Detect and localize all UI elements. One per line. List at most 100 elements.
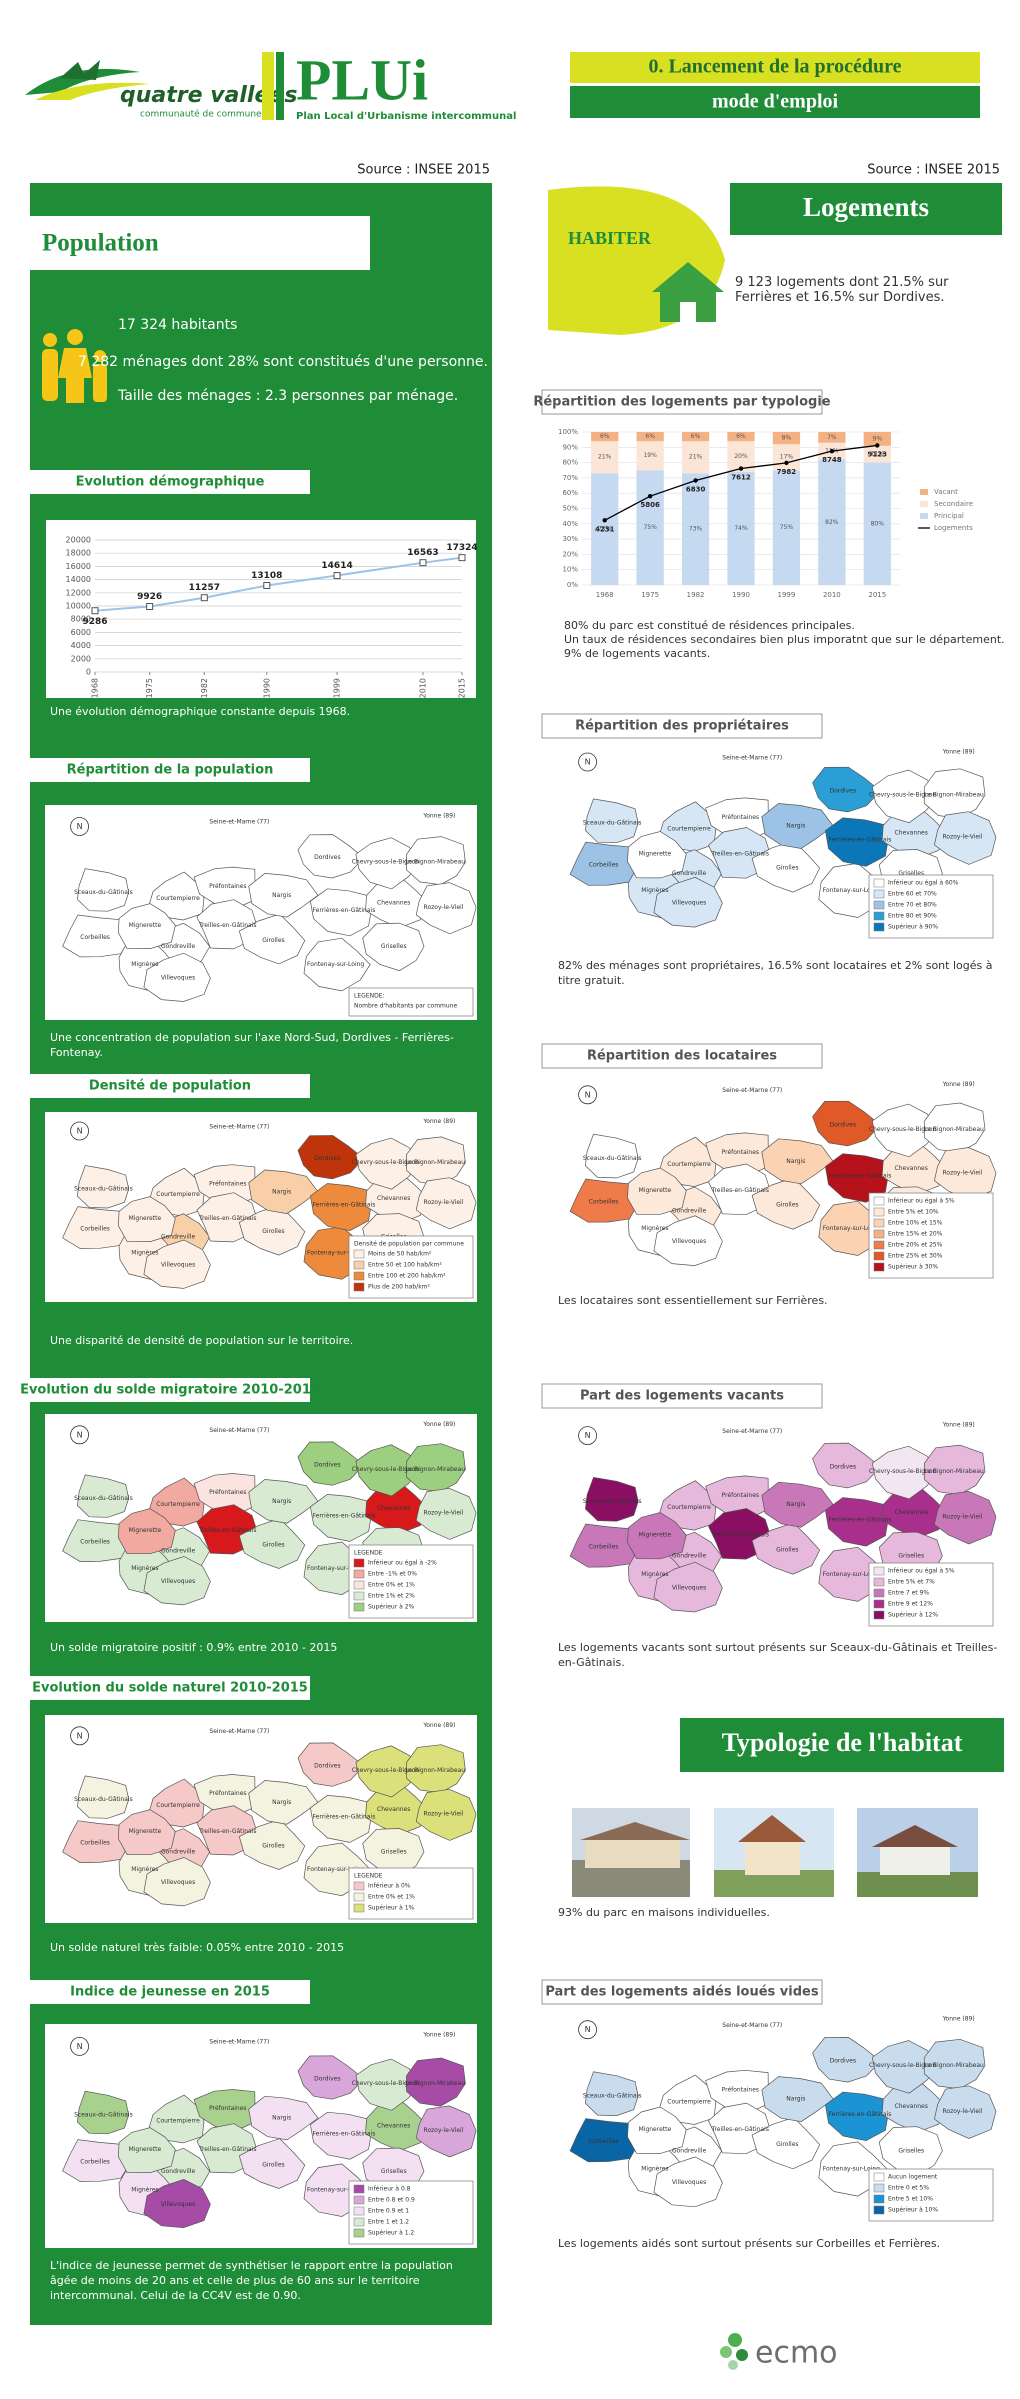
logo-mark	[25, 60, 150, 100]
commune-label: Courtempierre	[156, 895, 200, 902]
bar-segment	[772, 444, 801, 471]
logements-title: Logements	[803, 192, 929, 222]
compass	[70, 2037, 89, 2056]
legend-box	[348, 1867, 474, 1920]
legend-label: Principal	[934, 512, 964, 520]
commune-label: Girolles	[262, 1843, 284, 1850]
commune	[62, 1206, 132, 1249]
legend-swatch	[353, 2228, 365, 2238]
bar-segment	[591, 441, 619, 474]
legend-label: Supérieur à 12%	[888, 1612, 938, 1619]
commune-label: Chevry-sous-le-Bignon	[352, 1466, 420, 1473]
caption-box: 9 123 logements dont 21.5% sur Ferrières…	[735, 275, 949, 305]
commune-label: Ferrières-en-Gâtinais	[829, 2111, 892, 2118]
bar-segment	[591, 432, 619, 442]
commune-label: Fontenay-sur-Loing	[823, 2166, 880, 2173]
commune-label: Treilles-en-Gâtinais	[711, 851, 769, 858]
commune-label: Girolles	[262, 2162, 284, 2169]
caption: Une concentration de population sur l'ax…	[50, 1031, 454, 1059]
commune	[303, 937, 371, 992]
commune-label: Dordives	[314, 854, 341, 861]
y-tick-label: 6000	[71, 628, 91, 637]
y-tick-label: 100%	[558, 428, 578, 436]
commune-label: Corbeilles	[80, 1226, 110, 1233]
commune-label: Corbeilles	[80, 2158, 110, 2165]
commune-label: Griselles	[898, 870, 924, 877]
y-tick-label: 14000	[66, 575, 91, 584]
legend-label: Aucun logement	[888, 2174, 938, 2181]
source: Source : INSEE 2015	[867, 163, 1000, 178]
commune	[238, 913, 306, 965]
compass-label: N	[77, 2042, 83, 2051]
bar-segment	[772, 470, 801, 585]
compass-label: N	[77, 1430, 83, 1439]
commune	[653, 2156, 723, 2208]
commune-label: Mignères	[641, 2166, 668, 2173]
legend-title: LEGENDE	[354, 1873, 383, 1880]
compass	[70, 1425, 89, 1445]
commune	[881, 1484, 948, 1539]
commune	[627, 1167, 687, 1215]
y-tick-label: 70%	[562, 474, 578, 482]
caption: Une disparité de densité de population s…	[50, 1334, 354, 1347]
bar-segment	[818, 459, 846, 585]
legend-swatch	[353, 1580, 365, 1590]
legend-label: Entre 0% et 1%	[368, 1894, 415, 1901]
commune	[238, 2138, 306, 2189]
caption: 93% du parc en maisons individuelles.	[558, 1906, 770, 1919]
commune-label: Dordives	[314, 1155, 341, 1162]
caption: 80% du parc est constitué de résidences …	[564, 619, 855, 632]
commune	[658, 1480, 717, 1531]
data-label: 11%	[871, 451, 885, 458]
data-label: 11257	[189, 583, 220, 593]
footer-logo: ecmo	[755, 2336, 838, 2371]
commune-label: Griselles	[898, 2147, 924, 2154]
theme: HABITER	[568, 228, 652, 248]
commune-label: Nargis	[272, 1188, 291, 1195]
plui-bar	[262, 52, 274, 120]
dept-label: Seine-et-Marne (77)	[209, 1427, 269, 1434]
commune	[143, 952, 211, 1002]
population-title: Population	[42, 230, 159, 257]
banner	[570, 52, 980, 83]
caption-box: Un solde naturel très faible: 0.05% entr…	[50, 1941, 344, 1954]
commune-label: Rozoy-le-Vieil	[943, 1170, 983, 1177]
commune-label: Ferrières-en-Gâtinais	[829, 1172, 892, 1179]
dept-label: Seine-et-Marne (77)	[722, 1428, 782, 1435]
commune	[143, 1556, 211, 1606]
commune-label: Chevry-sous-le-Bignon	[869, 2062, 937, 2069]
commune-label: Corbeilles	[589, 1544, 619, 1551]
legend-title: Densité de population par commune	[354, 1241, 464, 1248]
compass-label: N	[585, 2025, 591, 2034]
commune-label: Treilles-en-Gâtinais	[711, 1531, 769, 1538]
legend-swatch	[353, 1591, 365, 1601]
legend-swatch	[353, 1881, 365, 1891]
commune	[415, 2105, 477, 2158]
commune-label: Fontenay-sur-Loing	[823, 1225, 880, 1232]
commune-label: Le Bignon-Mirabeau	[405, 2080, 465, 2087]
legend-swatch	[873, 2205, 885, 2215]
commune-label: Mignerette	[639, 1531, 672, 1538]
commune	[569, 2118, 641, 2163]
dept-label: Seine-et-Marne (77)	[722, 755, 782, 762]
commune-label: Sceaux-du-Gâtinais	[583, 1155, 642, 1162]
commune-label: Corbeilles	[589, 862, 619, 869]
data-label: 9926	[137, 592, 162, 602]
data-label: 16563	[407, 548, 438, 558]
legend-label: Inférieur à 0%	[368, 1883, 411, 1890]
legend-box	[868, 1192, 994, 1279]
commune-label: Corbeilles	[80, 1840, 110, 1847]
data-label: 6%	[645, 433, 655, 440]
legend-label: Entre 10% et 15%	[888, 1220, 943, 1227]
commune	[355, 1444, 422, 1497]
commune	[297, 1742, 365, 1787]
compass-label: N	[77, 1127, 83, 1136]
section-label: Répartition des locataires	[587, 1049, 777, 1064]
commune-label: Gondreville	[161, 943, 196, 950]
caption: Un solde migratoire positif : 0.9% entre…	[50, 1641, 338, 1654]
bar-segment	[591, 473, 619, 585]
commune-label: Chevry-sous-le-Bignon	[352, 859, 420, 866]
commune-label: Mignerette	[129, 922, 162, 929]
x-tick-label: 2010	[823, 591, 841, 599]
point	[146, 602, 154, 610]
